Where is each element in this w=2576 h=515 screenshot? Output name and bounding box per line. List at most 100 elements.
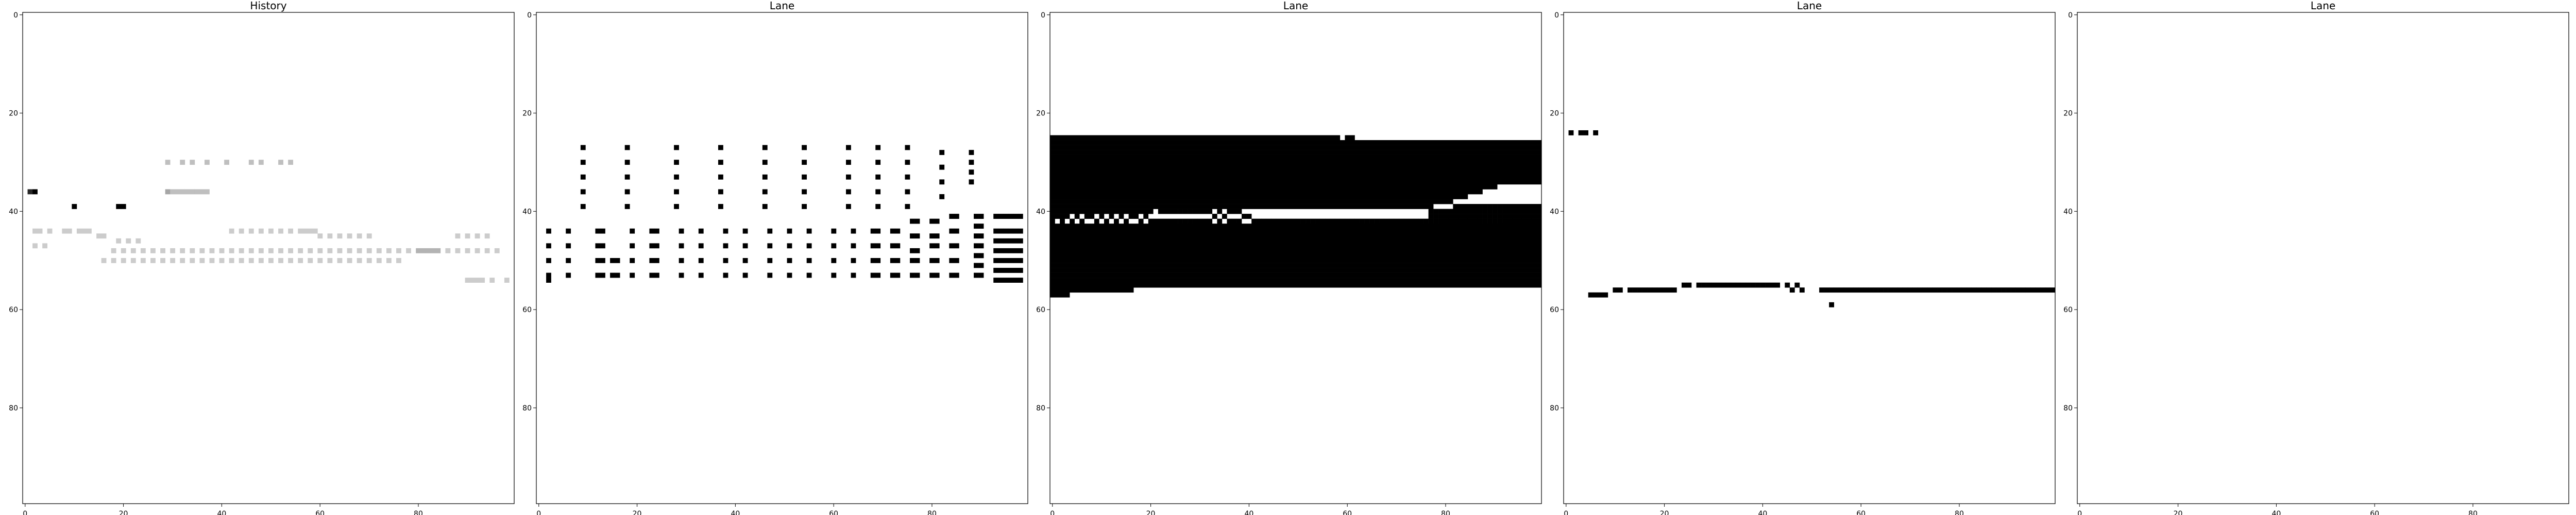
heatmap-cell xyxy=(278,248,283,253)
heatmap-cell xyxy=(1681,282,1687,288)
heatmap-row-span xyxy=(1050,218,1055,224)
heatmap-cell xyxy=(2006,287,2011,293)
heatmap-cell xyxy=(1364,218,1370,224)
panel-title: Lane xyxy=(2311,0,2335,12)
heatmap-cell xyxy=(1008,278,1013,283)
heatmap-cell xyxy=(1942,287,1947,293)
y-tick-label: 0 xyxy=(2068,11,2073,20)
heatmap-cell xyxy=(1003,278,1009,283)
heatmap-row-span xyxy=(1050,145,1542,150)
y-tick-label: 60 xyxy=(1036,306,1045,314)
y-tick-label: 60 xyxy=(9,306,18,314)
heatmap-cell xyxy=(204,160,210,165)
heatmap-cell xyxy=(1315,218,1320,224)
heatmap-cell xyxy=(1512,204,1517,209)
heatmap-cell xyxy=(1306,218,1311,224)
heatmap-cell xyxy=(1517,209,1522,214)
heatmap-row-span xyxy=(1050,233,1542,239)
heatmap-cell xyxy=(851,243,856,249)
heatmap-cell xyxy=(1188,209,1193,214)
heatmap-cell xyxy=(1330,218,1335,224)
heatmap-cell xyxy=(1013,278,1019,283)
heatmap-cell xyxy=(180,258,185,263)
heatmap-cell xyxy=(998,268,1004,273)
heatmap-cell xyxy=(239,228,244,234)
x-tick-label: 40 xyxy=(731,510,740,515)
heatmap-cell xyxy=(674,160,679,165)
heatmap-cell xyxy=(76,228,82,234)
heatmap-cell xyxy=(1531,209,1537,214)
heatmap-cell xyxy=(160,258,165,263)
heatmap-cell xyxy=(199,189,205,195)
heatmap-cell xyxy=(806,243,812,249)
plot-frame xyxy=(22,12,515,504)
heatmap-cell xyxy=(2045,287,2050,293)
heatmap-cell xyxy=(1003,248,1009,253)
heatmap-cell xyxy=(165,160,171,165)
x-tick-label: 40 xyxy=(217,510,226,515)
heatmap-cell xyxy=(1521,218,1527,224)
heatmap-cell xyxy=(111,258,116,263)
heatmap-cell xyxy=(140,248,146,253)
heatmap-cell xyxy=(416,248,421,253)
heatmap-cell xyxy=(949,272,955,278)
heatmap-cell xyxy=(954,258,959,263)
heatmap-cell xyxy=(386,248,392,253)
heatmap-cell xyxy=(278,258,283,263)
heatmap-cell xyxy=(802,160,807,165)
heatmap-cell xyxy=(1008,238,1013,244)
heatmap-cell xyxy=(630,243,635,249)
heatmap-cell xyxy=(1482,218,1488,224)
y-tick-label: 40 xyxy=(1550,208,1559,216)
heatmap-cell xyxy=(875,258,881,263)
heatmap-cell xyxy=(1531,214,1537,219)
heatmap-cell xyxy=(1153,218,1159,224)
heatmap-cell xyxy=(1716,282,1721,288)
plot-frame xyxy=(1563,12,2056,504)
heatmap-row-span xyxy=(1050,174,1542,180)
heatmap-cell xyxy=(1291,218,1296,224)
heatmap-cell xyxy=(1163,209,1168,214)
heatmap-cell xyxy=(2025,287,2031,293)
heatmap-cell xyxy=(998,258,1004,263)
heatmap-cell xyxy=(1492,209,1498,214)
heatmap-cell xyxy=(1971,287,1977,293)
heatmap-cell xyxy=(32,243,38,249)
heatmap-cell xyxy=(1981,287,1987,293)
heatmap-cell xyxy=(1202,209,1208,214)
heatmap-cell xyxy=(949,243,955,249)
heatmap-cell xyxy=(165,189,171,195)
x-tick-label: 0 xyxy=(1564,510,1568,515)
heatmap-cell xyxy=(895,228,901,234)
heatmap-cell xyxy=(258,160,264,165)
heatmap-cell xyxy=(1251,218,1257,224)
heatmap-cell xyxy=(1242,214,1247,219)
heatmap-cell xyxy=(1642,287,1648,293)
heatmap-cell xyxy=(1617,287,1623,293)
heatmap-cell xyxy=(1502,218,1507,224)
heatmap-row-span xyxy=(1050,243,1542,249)
heatmap-cell xyxy=(1961,287,1967,293)
heatmap-cell xyxy=(1271,218,1277,224)
heatmap-cell xyxy=(831,258,837,263)
heatmap-cell xyxy=(1657,287,1663,293)
heatmap-cell xyxy=(288,248,293,253)
heatmap-cell xyxy=(914,272,920,278)
heatmap-cell xyxy=(1829,302,1834,307)
heatmap-cell xyxy=(1227,218,1232,224)
heatmap-cell xyxy=(895,258,901,263)
heatmap-cell xyxy=(1222,214,1227,219)
heatmap-cell xyxy=(1310,218,1316,224)
y-tick-label: 0 xyxy=(527,11,532,20)
heatmap-cell xyxy=(1207,218,1213,224)
heatmap-cells xyxy=(546,145,1023,283)
heatmap-cell xyxy=(1467,218,1473,224)
heatmap-cell xyxy=(386,258,392,263)
heatmap-cell xyxy=(1517,204,1522,209)
heatmap-row-span xyxy=(1050,292,1070,298)
heatmap-cell xyxy=(1578,130,1584,135)
heatmap-cell xyxy=(1084,214,1090,219)
heatmap-cell xyxy=(1492,204,1498,209)
y-tick-label: 40 xyxy=(9,208,18,216)
heatmap-cell xyxy=(787,258,792,263)
